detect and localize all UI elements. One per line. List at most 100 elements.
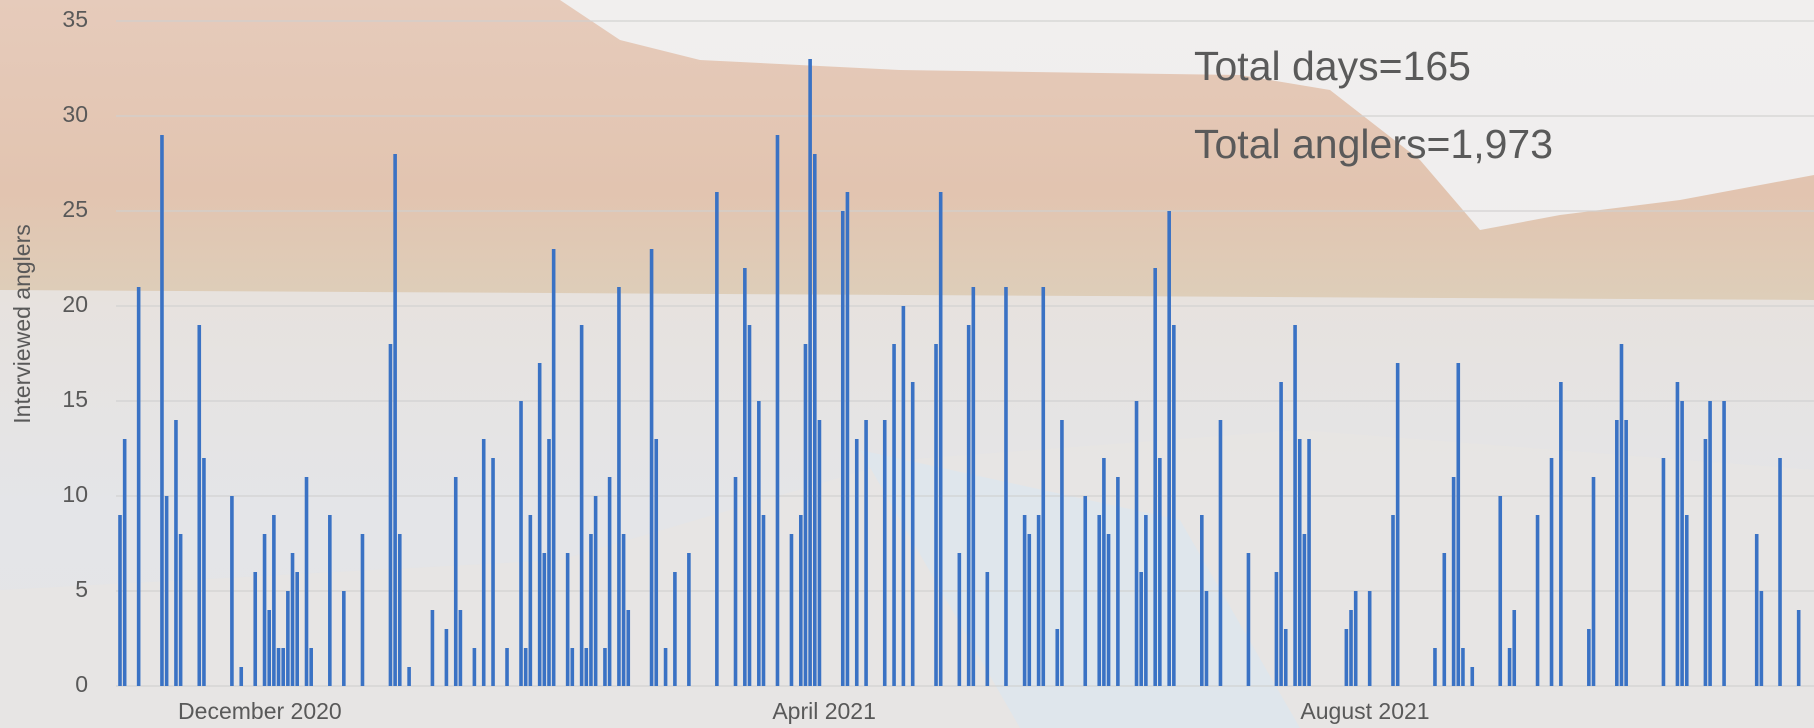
bar <box>1778 458 1782 686</box>
bar <box>617 287 621 686</box>
y-tick-label: 30 <box>62 101 88 127</box>
bar <box>1004 287 1008 686</box>
bar <box>528 515 533 686</box>
bar <box>1200 515 1204 686</box>
bar <box>388 344 393 686</box>
y-tick-label: 20 <box>62 291 88 317</box>
bar <box>537 363 542 686</box>
bar <box>715 192 719 686</box>
bar <box>1218 420 1223 686</box>
bar <box>174 420 178 686</box>
bar <box>1204 591 1209 686</box>
y-tick-label: 25 <box>62 196 88 222</box>
bar <box>1675 382 1680 686</box>
bar <box>1022 515 1027 686</box>
bar <box>1498 496 1503 686</box>
x-tick-label: August 2021 <box>1300 698 1429 724</box>
bar <box>1307 439 1311 686</box>
bar <box>1158 458 1162 686</box>
bar <box>1302 534 1307 686</box>
bar <box>551 249 556 686</box>
bar <box>803 344 808 686</box>
bar <box>1461 648 1465 686</box>
bar <box>565 553 570 686</box>
bar <box>808 59 812 686</box>
bar <box>747 325 752 686</box>
bar <box>1106 534 1111 686</box>
bar <box>789 534 794 686</box>
y-axis-label: Interviewed anglers <box>9 224 35 423</box>
bar <box>1279 382 1283 686</box>
bar <box>603 648 607 686</box>
bar <box>1144 515 1148 686</box>
bar <box>1083 496 1088 686</box>
bar <box>1615 420 1619 686</box>
bar <box>840 211 845 686</box>
bar <box>966 325 971 686</box>
bar <box>757 401 761 686</box>
bar <box>626 610 631 686</box>
bar <box>1027 534 1032 686</box>
bar <box>1353 591 1358 686</box>
bar <box>444 629 449 686</box>
bar <box>864 420 868 686</box>
bar <box>934 344 938 686</box>
bar <box>798 515 803 686</box>
bar <box>481 439 486 686</box>
bar <box>136 287 141 686</box>
bar <box>342 591 346 686</box>
bar <box>281 648 286 686</box>
annotation: Total days=165 <box>1194 43 1471 89</box>
bar <box>290 553 295 686</box>
bar <box>262 534 267 686</box>
bar <box>393 154 397 686</box>
bar <box>430 610 435 686</box>
bar <box>607 477 612 686</box>
bar <box>164 496 169 686</box>
y-tick-label: 15 <box>62 386 88 412</box>
bar <box>1754 534 1759 686</box>
bar <box>761 515 766 686</box>
bar <box>1167 211 1171 686</box>
bar <box>267 610 272 686</box>
bar <box>230 496 234 686</box>
bar <box>309 648 313 686</box>
bar <box>1134 401 1139 686</box>
bar <box>1036 515 1041 686</box>
bar <box>1703 439 1708 686</box>
bar <box>1433 648 1437 686</box>
bar <box>743 268 747 686</box>
bar <box>1661 458 1666 686</box>
bar <box>1442 553 1447 686</box>
bar <box>1796 610 1801 686</box>
bar <box>938 192 943 686</box>
bar <box>1097 515 1102 686</box>
bar <box>1624 420 1628 686</box>
bar <box>286 591 290 686</box>
bar <box>122 439 127 686</box>
bar <box>160 135 164 686</box>
bar <box>1708 401 1712 686</box>
bar <box>1055 629 1060 686</box>
bar <box>519 401 523 686</box>
bar <box>1619 344 1624 686</box>
bar <box>1344 629 1349 686</box>
bar <box>1759 591 1764 686</box>
bar <box>1153 268 1157 686</box>
bar <box>458 610 463 686</box>
bar <box>817 420 822 686</box>
bar <box>397 534 402 686</box>
bar <box>1587 629 1591 686</box>
bar <box>663 648 668 686</box>
bar <box>1293 325 1297 686</box>
bar <box>1722 401 1726 686</box>
bar <box>910 382 915 686</box>
bar <box>1395 363 1400 686</box>
bar <box>854 439 859 686</box>
bar <box>407 667 411 686</box>
bar <box>845 192 850 686</box>
bar <box>654 439 659 686</box>
y-tick-label: 10 <box>62 481 88 507</box>
